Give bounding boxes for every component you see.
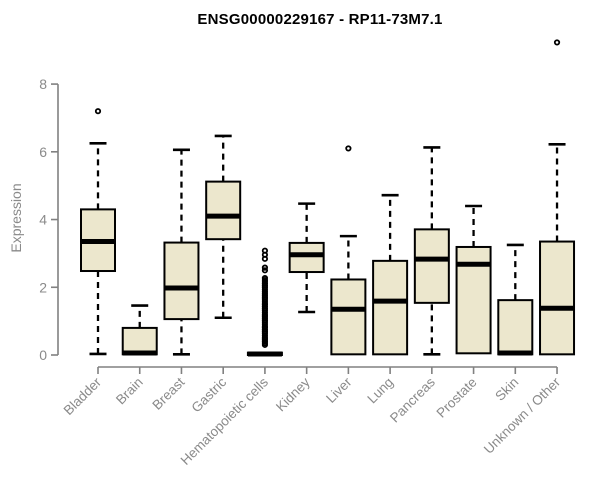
y-tick-label: 8: [39, 76, 47, 92]
outlier-point: [261, 255, 269, 262]
y-tick-label: 4: [39, 212, 47, 228]
x-tick-label: Brain: [113, 375, 146, 408]
box: [539, 240, 576, 356]
chart-title: ENSG00000229167 - RP11-73M7.1: [197, 11, 443, 28]
y-tick-label: 2: [39, 279, 47, 295]
box: [497, 299, 534, 356]
x-tick-label: Unknown / Other: [481, 374, 564, 457]
x-tick-label: Prostate: [434, 375, 480, 421]
box: [372, 259, 409, 356]
x-tick-label: Kidney: [273, 374, 313, 414]
box: [288, 241, 325, 274]
x-tick-label: Liver: [323, 374, 355, 406]
outlier-point: [261, 264, 269, 271]
y-tick-label: 0: [39, 347, 47, 363]
outlier-point: [345, 145, 352, 152]
box: [121, 326, 158, 356]
outlier-point: [553, 39, 561, 46]
x-tick-label: Skin: [492, 375, 521, 404]
outlier-point: [261, 341, 269, 348]
outlier-point: [261, 267, 269, 274]
box: [330, 278, 367, 356]
box: [205, 180, 242, 241]
x-tick-label: Breast: [149, 374, 187, 412]
x-tick-label: Bladder: [61, 374, 105, 418]
y-tick-label: 6: [39, 144, 47, 160]
x-tick-label: Pancreas: [387, 374, 438, 425]
box: [163, 241, 200, 321]
x-tick-label: Lung: [364, 375, 396, 407]
box: [413, 228, 450, 304]
outlier-point: [94, 108, 102, 115]
x-tick-label: Gastric: [188, 374, 229, 415]
